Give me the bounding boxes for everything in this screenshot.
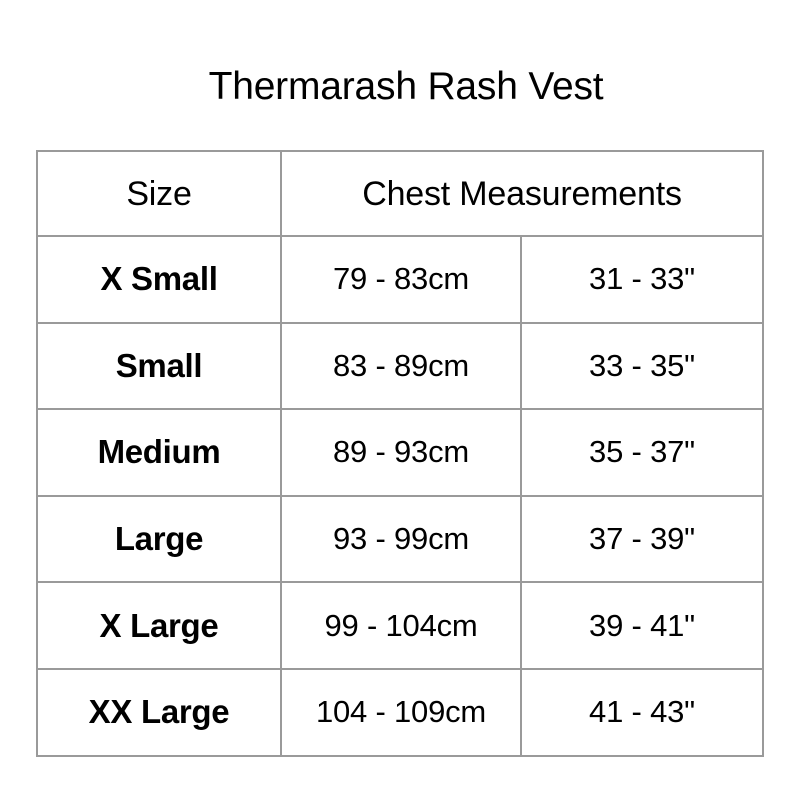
table-row: X Large 99 - 104cm 39 - 41" bbox=[36, 581, 765, 670]
cell-chest-inches: 33 - 35" bbox=[519, 321, 765, 411]
cell-size: Medium bbox=[36, 408, 282, 497]
table-row: Small 83 - 89cm 33 - 35" bbox=[36, 321, 765, 411]
column-header-chest-measurements: Chest Measurements bbox=[279, 150, 765, 237]
cell-chest-inches: 37 - 39" bbox=[519, 494, 765, 584]
table-row: XX Large 104 - 109cm 41 - 43" bbox=[36, 667, 765, 757]
cell-size: Large bbox=[36, 494, 282, 584]
cell-chest-cm: 99 - 104cm bbox=[280, 581, 522, 670]
table-row: X Small 79 - 83cm 31 - 33" bbox=[36, 235, 765, 324]
table-header-row: Size Chest Measurements bbox=[36, 150, 765, 237]
cell-chest-cm: 79 - 83cm bbox=[280, 235, 522, 324]
cell-chest-inches: 39 - 41" bbox=[519, 581, 765, 670]
cell-chest-cm: 89 - 93cm bbox=[280, 408, 522, 497]
table-header: Size Chest Measurements bbox=[36, 150, 765, 237]
column-header-size: Size bbox=[36, 150, 282, 237]
size-chart-table: Size Chest Measurements X Small 79 - 83c… bbox=[36, 150, 765, 757]
cell-chest-inches: 41 - 43" bbox=[519, 667, 765, 757]
table-body: X Small 79 - 83cm 31 - 33" Small 83 - 89… bbox=[36, 235, 765, 757]
cell-size: XX Large bbox=[36, 667, 282, 757]
size-chart-table-container: Size Chest Measurements X Small 79 - 83c… bbox=[36, 150, 765, 757]
cell-chest-cm: 93 - 99cm bbox=[280, 494, 522, 584]
table-row: Large 93 - 99cm 37 - 39" bbox=[36, 494, 765, 584]
cell-size: X Large bbox=[36, 581, 282, 670]
cell-chest-cm: 83 - 89cm bbox=[280, 321, 522, 411]
cell-chest-cm: 104 - 109cm bbox=[280, 667, 522, 757]
cell-chest-inches: 35 - 37" bbox=[519, 408, 765, 497]
cell-size: Small bbox=[36, 321, 282, 411]
table-row: Medium 89 - 93cm 35 - 37" bbox=[36, 408, 765, 497]
cell-size: X Small bbox=[36, 235, 282, 324]
page-title: Thermarash Rash Vest bbox=[208, 65, 604, 108]
cell-chest-inches: 31 - 33" bbox=[519, 235, 765, 324]
